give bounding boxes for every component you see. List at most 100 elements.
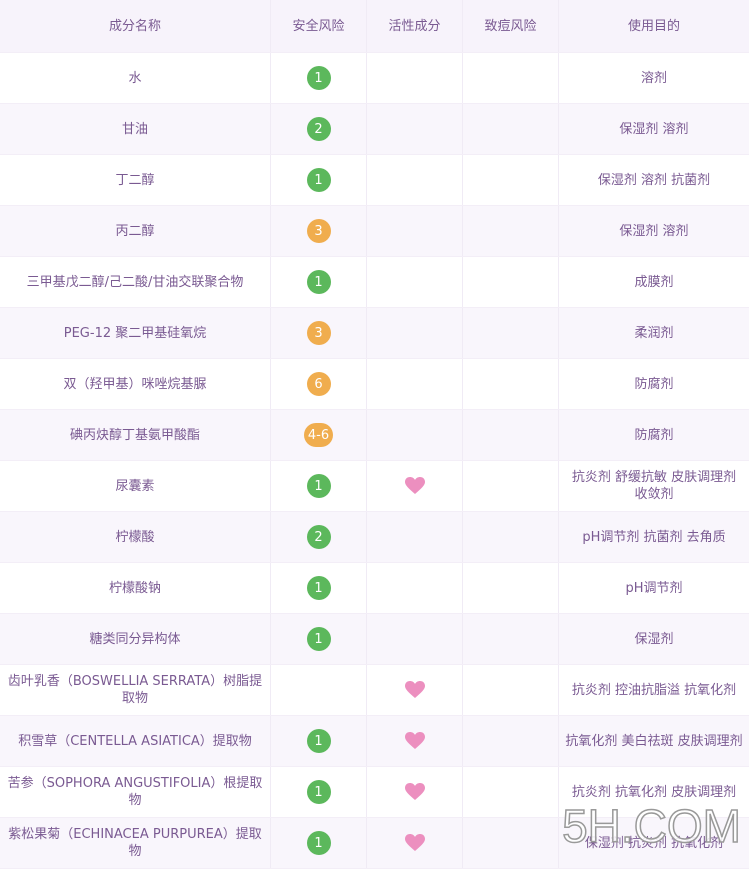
ingredient-name: 水 bbox=[0, 53, 271, 103]
ingredient-name: 丙二醇 bbox=[0, 206, 271, 256]
acne-cell bbox=[463, 665, 559, 715]
purpose: 保湿剂 bbox=[634, 631, 674, 647]
ingredient-name: 三甲基戊二醇/己二酸/甘油交联聚合物 bbox=[0, 257, 271, 307]
risk-cell: 1 bbox=[271, 257, 367, 307]
ingredient-name: 柠檬酸钠 bbox=[0, 563, 271, 613]
active-cell bbox=[367, 614, 463, 664]
table-row: 双（羟甲基）咪唑烷基脲 6 防腐剂 bbox=[0, 359, 749, 410]
active-heart bbox=[404, 783, 425, 800]
purpose: pH调节剂 抗菌剂 去角质 bbox=[582, 529, 726, 545]
active-cell bbox=[367, 359, 463, 409]
risk-badge: 1 bbox=[306, 576, 331, 600]
risk-badge: 1 bbox=[306, 474, 331, 498]
acne-cell bbox=[463, 53, 559, 103]
risk-badge: 3 bbox=[306, 219, 331, 243]
purpose: 成膜剂 bbox=[634, 274, 674, 290]
ingredient-name: 尿囊素 bbox=[0, 461, 271, 511]
acne-cell bbox=[463, 155, 559, 205]
acne-cell bbox=[463, 206, 559, 256]
risk-badge: 2 bbox=[306, 117, 331, 141]
acne-cell bbox=[463, 410, 559, 460]
risk-cell: 4-6 bbox=[271, 410, 367, 460]
active-cell bbox=[367, 716, 463, 766]
header-cell: 成分名称 bbox=[0, 0, 271, 52]
ingredient-name: 积雪草（CENTELLA ASIATICA）提取物 bbox=[0, 716, 271, 766]
table-row: 丁二醇 1 保湿剂 溶剂 抗菌剂 bbox=[0, 155, 749, 206]
risk-badge: 2 bbox=[306, 525, 331, 549]
acne-cell bbox=[463, 818, 559, 868]
acne-cell bbox=[463, 461, 559, 511]
header-cell: 安全风险 bbox=[271, 0, 367, 52]
ingredient-name: 丁二醇 bbox=[0, 155, 271, 205]
table-row: 积雪草（CENTELLA ASIATICA）提取物 1 抗氧化剂 美白祛斑 皮肤调理… bbox=[0, 716, 749, 767]
header-cell: 活性成分 bbox=[367, 0, 463, 52]
header-cell: 致痘风险 bbox=[463, 0, 559, 52]
active-cell bbox=[367, 206, 463, 256]
ingredient-name: 糖类同分异构体 bbox=[0, 614, 271, 664]
purpose: 保湿剂 溶剂 bbox=[619, 223, 689, 239]
purpose: 保湿剂 溶剂 bbox=[619, 121, 689, 137]
table-row: 齿叶乳香（BOSWELLIA SERRATA）树脂提取物 抗炎剂 控油抗脂溢 抗氧… bbox=[0, 665, 749, 716]
header-cell: 使用目的 bbox=[627, 18, 680, 34]
table-row: 水 1 溶剂 bbox=[0, 53, 749, 104]
table-row: PEG-12 聚二甲基硅氧烷 3 柔润剂 bbox=[0, 308, 749, 359]
table-row: 碘丙炔醇丁基氨甲酸酯 4-6 防腐剂 bbox=[0, 410, 749, 461]
risk-cell: 1 bbox=[271, 614, 367, 664]
risk-badge: 6 bbox=[306, 372, 331, 396]
acne-cell bbox=[463, 104, 559, 154]
ingredient-name: PEG-12 聚二甲基硅氧烷 bbox=[0, 308, 271, 358]
active-cell bbox=[367, 53, 463, 103]
purpose: 保湿剂 抗炎剂 抗氧化剂 bbox=[584, 835, 724, 851]
acne-cell bbox=[463, 767, 559, 817]
purpose: 防腐剂 bbox=[634, 376, 674, 392]
risk-cell: 1 bbox=[271, 53, 367, 103]
risk-badge: 4-6 bbox=[303, 423, 334, 447]
table-row: 柠檬酸 2 pH调节剂 抗菌剂 去角质 bbox=[0, 512, 749, 563]
risk-badge: 1 bbox=[306, 831, 331, 855]
header-row: 成分名称 安全风险 活性成分 致痘风险 使用目的 bbox=[0, 0, 749, 53]
risk-cell: 3 bbox=[271, 308, 367, 358]
risk-badge: 3 bbox=[306, 321, 331, 345]
active-cell bbox=[367, 512, 463, 562]
risk-badge: 1 bbox=[306, 780, 331, 804]
risk-badge: 1 bbox=[306, 66, 331, 90]
acne-cell bbox=[463, 614, 559, 664]
table-row: 糖类同分异构体 1 保湿剂 bbox=[0, 614, 749, 665]
acne-cell bbox=[463, 716, 559, 766]
purpose: 抗炎剂 抗氧化剂 皮肤调理剂 bbox=[571, 784, 737, 800]
purpose: 柔润剂 bbox=[634, 325, 674, 341]
risk-cell: 1 bbox=[271, 818, 367, 868]
ingredient-name: 双（羟甲基）咪唑烷基脲 bbox=[0, 359, 271, 409]
ingredient-name: 碘丙炔醇丁基氨甲酸酯 bbox=[0, 410, 271, 460]
acne-cell bbox=[463, 512, 559, 562]
table-row: 三甲基戊二醇/己二酸/甘油交联聚合物 1 成膜剂 bbox=[0, 257, 749, 308]
risk-badge: 1 bbox=[306, 627, 331, 651]
risk-badge: 1 bbox=[306, 168, 331, 192]
acne-cell bbox=[463, 308, 559, 358]
purpose: 溶剂 bbox=[640, 70, 667, 86]
active-cell bbox=[367, 563, 463, 613]
risk-cell bbox=[271, 665, 367, 715]
risk-badge: 1 bbox=[306, 729, 331, 753]
risk-cell: 1 bbox=[271, 716, 367, 766]
active-cell bbox=[367, 410, 463, 460]
acne-cell bbox=[463, 563, 559, 613]
purpose: 保湿剂 溶剂 抗菌剂 bbox=[597, 172, 711, 188]
purpose: 防腐剂 bbox=[634, 427, 674, 443]
active-heart bbox=[404, 732, 425, 749]
active-cell bbox=[367, 104, 463, 154]
active-cell bbox=[367, 818, 463, 868]
table-row: 甘油 2 保湿剂 溶剂 bbox=[0, 104, 749, 155]
risk-badge: 1 bbox=[306, 270, 331, 294]
purpose: 抗炎剂 控油抗脂溢 抗氧化剂 bbox=[571, 682, 737, 698]
risk-cell: 1 bbox=[271, 155, 367, 205]
ingredient-name: 齿叶乳香（BOSWELLIA SERRATA）树脂提取物 bbox=[0, 665, 271, 715]
risk-cell: 1 bbox=[271, 461, 367, 511]
purpose: 抗氧化剂 美白祛斑 皮肤调理剂 bbox=[565, 733, 743, 749]
purpose: pH调节剂 bbox=[625, 580, 683, 596]
active-cell bbox=[367, 767, 463, 817]
table-row: 丙二醇 3 保湿剂 溶剂 bbox=[0, 206, 749, 257]
active-heart bbox=[404, 681, 425, 698]
